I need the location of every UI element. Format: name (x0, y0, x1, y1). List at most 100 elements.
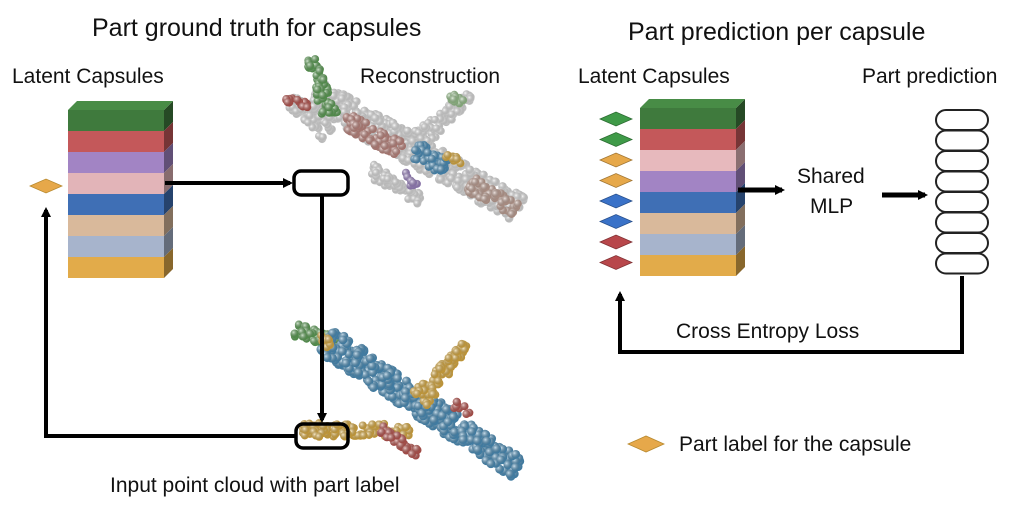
input-point-shade (418, 379, 427, 388)
reconstruction-point-shade (447, 174, 456, 183)
legend-label: Part label for the capsule (679, 433, 912, 456)
capsule-layer (640, 129, 736, 150)
prediction-slot (935, 252, 989, 275)
prediction-slot (935, 232, 989, 254)
capsule-layer (68, 236, 164, 257)
reconstruction-point-shade (491, 189, 500, 198)
input-point-shade (457, 339, 466, 348)
reconstruction-point-shade (466, 94, 475, 103)
reconstruction-point-shade (408, 136, 418, 146)
reconstruction-point-shade (391, 122, 400, 131)
capsule-layer-side (164, 164, 173, 194)
part-label-diamond (599, 152, 633, 168)
input-point-shade (322, 353, 332, 363)
prediction-slot (935, 211, 989, 234)
capsule-layer (68, 131, 164, 152)
reconstruction-point-shade (392, 147, 401, 156)
input-point-shade (413, 389, 422, 398)
input-point-shade (511, 463, 520, 472)
input-point-shade (382, 371, 392, 381)
capsule-layer (640, 192, 736, 213)
part-label-diamond (599, 173, 633, 188)
reconstruction-point-shade (513, 199, 522, 208)
reconstruction-point-shade (467, 184, 476, 193)
input-point-shade (387, 433, 396, 442)
input-point-shade (351, 358, 361, 368)
reconstruction-point-shade (383, 175, 392, 184)
reconstruction-point-shade (361, 118, 370, 127)
capsule-stack-top (640, 99, 745, 108)
capsule-layer-side (736, 141, 745, 171)
capsule-layer-side (736, 99, 745, 129)
reconstruction-point-shade (371, 113, 380, 123)
part-label-diamond (599, 214, 633, 229)
capsule-layer-side (164, 248, 173, 278)
input-point-shade (301, 425, 310, 434)
part-label-diamond (599, 193, 633, 209)
reconstruction-point-shade (376, 131, 385, 140)
capsule-layer-side (736, 162, 745, 192)
shared-mlp-label-line1: Shared (797, 165, 865, 188)
input-point-shade (486, 459, 496, 469)
reconstruction-point-shade (305, 111, 314, 120)
capsule-layer-side (736, 225, 745, 255)
capsule-layer (68, 110, 164, 131)
reconstruction-point-shade (411, 146, 420, 155)
right-part-label-diamonds (599, 111, 633, 270)
left-panel-title: Part ground truth for capsules (92, 14, 422, 42)
reconstruction-point-shade (452, 155, 461, 164)
reconstruction-point-shade (319, 75, 328, 84)
input-point-shade (443, 417, 453, 427)
input-point-shade (306, 329, 315, 338)
reconstruction-point-shade (502, 195, 511, 204)
input-point-shade (377, 380, 387, 389)
reconstruction-point-shade (293, 95, 302, 104)
reconstruction-point-shade (480, 182, 489, 191)
reconstruction-point-shade (427, 154, 436, 163)
reconstruction-point-shade (372, 168, 381, 177)
reconstruction-point-shade (313, 85, 322, 94)
input-point-shade (450, 427, 459, 437)
reconstruction-point-shade (337, 94, 347, 103)
input-point-shade (451, 353, 460, 362)
capsule-layer (640, 234, 736, 255)
reconstruction-point-shade (283, 98, 292, 107)
input-point-shade (430, 370, 439, 379)
input-point-cloud-label: Input point cloud with part label (110, 474, 400, 497)
capsule-layer (68, 257, 164, 278)
reconstruction-point-shade (437, 165, 446, 174)
reconstruction-point-shade (318, 107, 327, 116)
reconstruction-point-shade (304, 118, 313, 127)
capsule-layer-side (164, 185, 173, 215)
right-panel-title: Part prediction per capsule (628, 18, 926, 46)
reconstruction-point-shade (459, 96, 468, 105)
capsule-layer (640, 150, 736, 171)
input-point-shade (452, 347, 461, 356)
reconstruction-label: Reconstruction (360, 65, 501, 88)
capsule-stack-top (68, 101, 173, 110)
part-label-diamond (599, 111, 633, 127)
cross-entropy-loss-label: Cross Entropy Loss (676, 320, 860, 343)
right-flow-arrows (615, 185, 964, 354)
capsule-layer (68, 215, 164, 236)
reconstruction-point-shade (423, 148, 432, 157)
input-point-shade (352, 350, 362, 360)
capsule-layer (68, 173, 164, 194)
input-point-shade (337, 347, 347, 356)
reconstruction-point-shade (480, 194, 489, 203)
input-point-cloud-airplane (290, 320, 525, 481)
input-point-shade (340, 431, 349, 440)
input-point-shade (492, 444, 502, 454)
left-latent-capsules-label: Latent Capsules (12, 65, 164, 88)
input-point-shade (368, 368, 378, 377)
reconstruction-point-shade (507, 209, 516, 218)
reconstruction-point-shade (420, 123, 429, 132)
reconstruction-point-shade (413, 199, 422, 208)
input-point-shade (365, 354, 375, 364)
reconstruction-point-shade (432, 124, 441, 133)
reconstruction-point-shade (412, 155, 421, 164)
right-latent-capsules-label: Latent Capsules (578, 65, 730, 88)
reconstruction-point-shade (417, 134, 426, 143)
input-point-shade (328, 328, 337, 338)
